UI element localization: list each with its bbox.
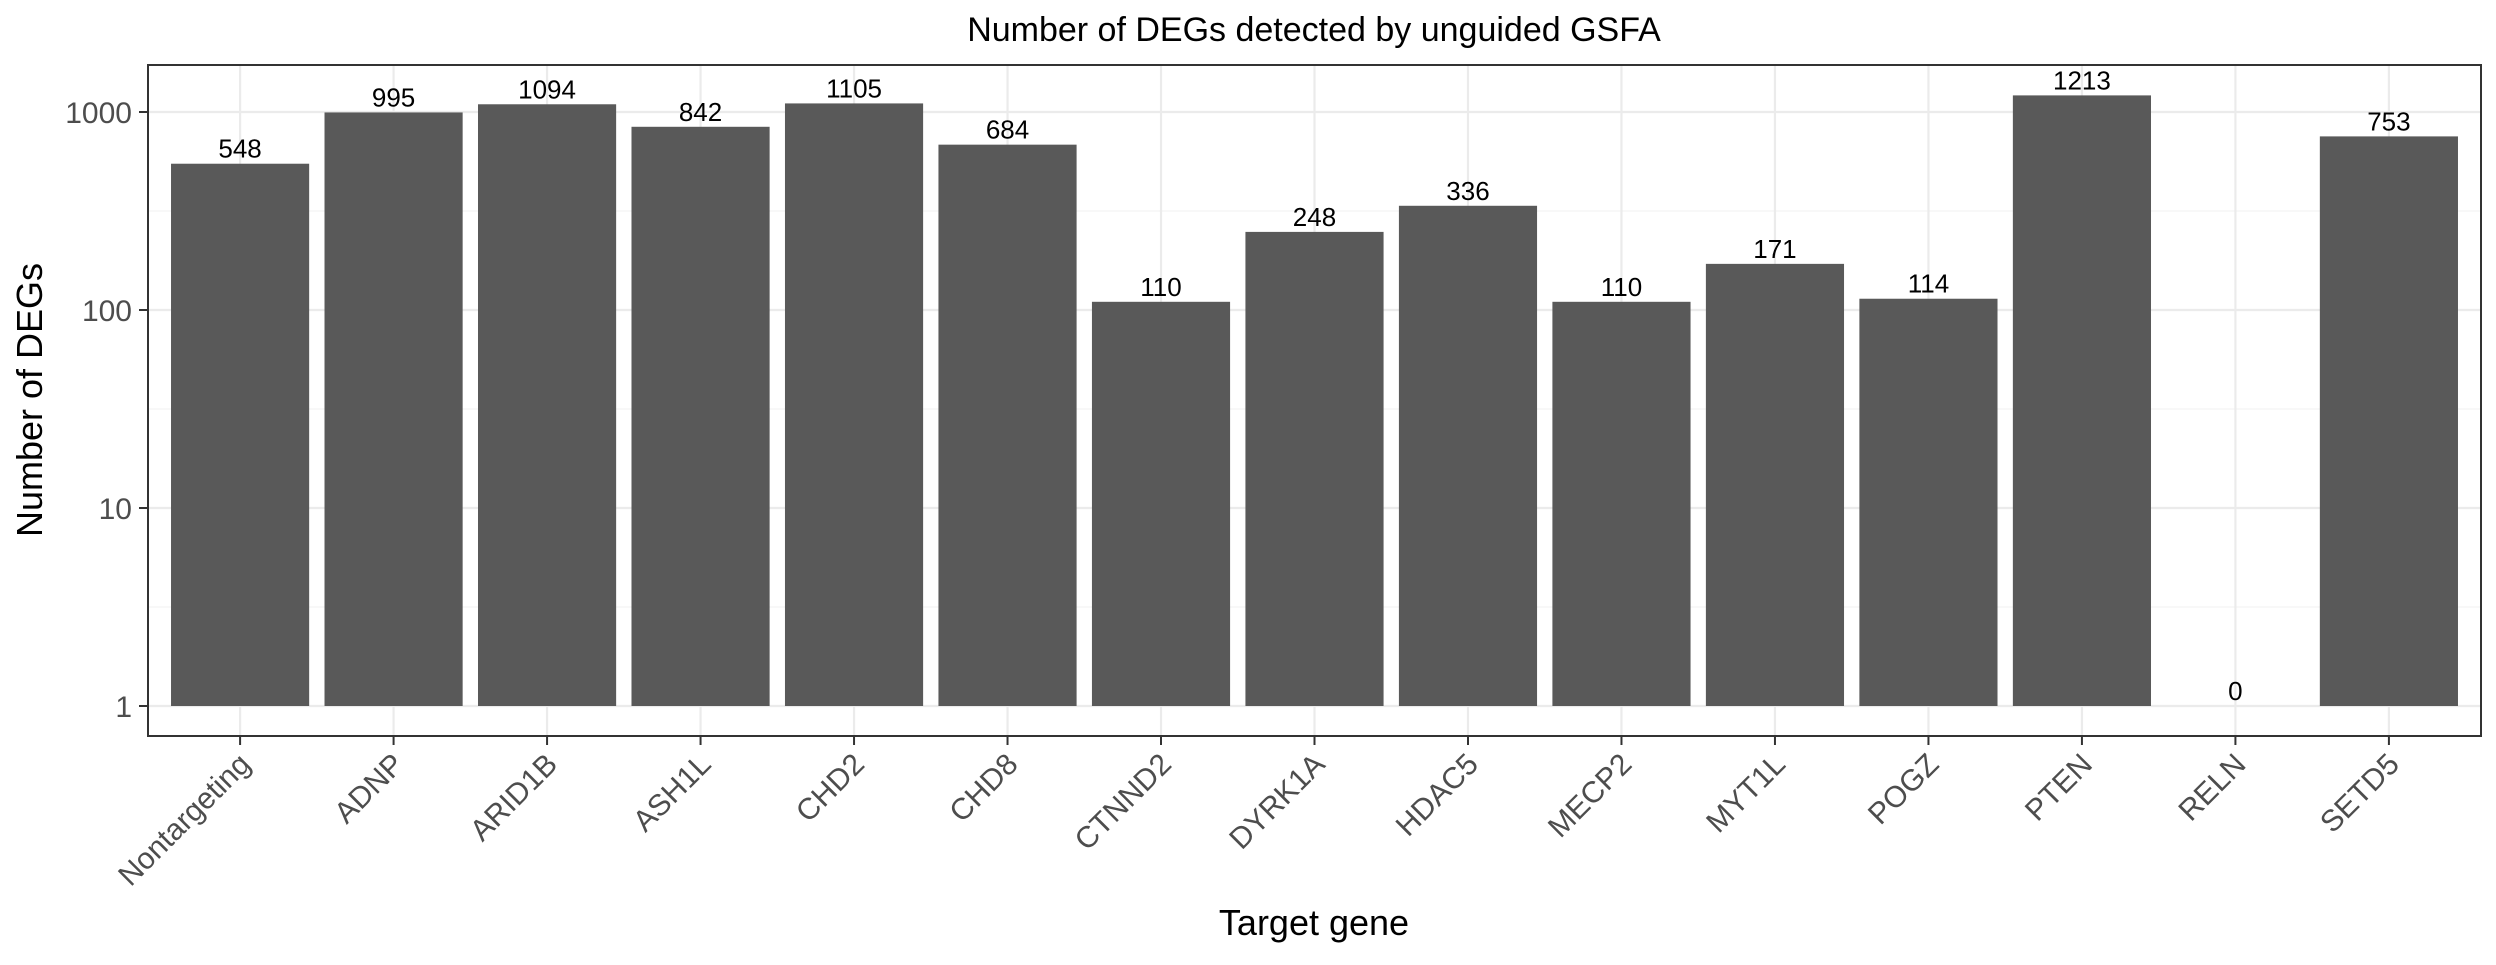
bar-value-labels: 548 995 1094 842 1105 684 110 248 336 110 171 114 12… xyxy=(218,65,2410,706)
bar-value-label: 842 xyxy=(679,97,722,127)
x-tick-label: HDAC5 xyxy=(1390,748,1485,843)
x-tick-label: CTNND2 xyxy=(1069,748,1178,857)
y-tick-label: 100 xyxy=(82,295,132,328)
x-tick-label: DYRK1A xyxy=(1223,748,1331,856)
bar-value-label: 336 xyxy=(1446,176,1489,206)
x-axis-title: Target gene xyxy=(1219,902,1409,943)
bar-dyrk1a xyxy=(1245,231,1384,706)
bar-value-label: 114 xyxy=(1908,269,1949,299)
x-tick-label: PTEN xyxy=(2019,748,2099,828)
bar-value-label: 1105 xyxy=(826,73,882,103)
bar-chd8 xyxy=(938,144,1077,707)
bar-value-label: 248 xyxy=(1293,202,1336,232)
x-tick-label: ADNP xyxy=(328,748,410,830)
x-tick-label: ASH1L xyxy=(627,748,718,839)
bar-hdac5 xyxy=(1398,205,1538,706)
bar-myt1l xyxy=(1705,263,1845,706)
bar-pogz xyxy=(1859,298,1998,706)
chart-title: Number of DEGs detected by unguided GSFA xyxy=(967,11,1661,49)
y-axis: 1 10 100 1000 xyxy=(65,97,148,724)
y-axis-title: Number of DEGs xyxy=(9,263,50,537)
bar-value-label: 995 xyxy=(372,82,415,112)
x-tick-label: Nontargeting xyxy=(112,748,257,893)
bar-value-label: 0 xyxy=(2228,676,2242,706)
x-tick-label: MYT1L xyxy=(1700,748,1792,840)
x-tick-label: RELN xyxy=(2172,748,2252,828)
bar-chd2 xyxy=(784,103,924,707)
bar-adnp xyxy=(324,112,463,706)
bar-value-label: 171 xyxy=(1753,234,1796,264)
bar-arid1b xyxy=(477,104,617,707)
bar-value-label: 110 xyxy=(1601,272,1642,302)
bar-ctnnd2 xyxy=(1091,301,1231,706)
bar-value-label: 1094 xyxy=(518,74,576,104)
bar-nontargeting xyxy=(171,163,310,707)
bar-mecp2 xyxy=(1552,301,1691,706)
x-tick-label: MECP2 xyxy=(1542,748,1638,844)
bar-value-label: 110 xyxy=(1140,272,1181,302)
x-tick-label: CHD8 xyxy=(943,748,1024,829)
bar-value-label: 1213 xyxy=(2053,65,2111,95)
x-axis: Nontargeting ADNP ARID1B ASH1L CHD2 CHD8 CTNND… xyxy=(112,736,2406,892)
bar-value-label: 753 xyxy=(2367,106,2410,136)
x-tick-label: CHD2 xyxy=(790,748,871,829)
bar-pten xyxy=(2012,95,2152,706)
x-tick-label: ARID1B xyxy=(464,748,564,848)
bar-value-label: 548 xyxy=(218,134,261,164)
y-tick-label: 1000 xyxy=(65,97,132,130)
bar-value-label: 684 xyxy=(986,115,1029,145)
bar-setd5 xyxy=(2319,136,2458,706)
x-tick-label: SETD5 xyxy=(2314,748,2406,840)
y-tick-label: 10 xyxy=(99,493,132,526)
y-tick-label: 1 xyxy=(115,691,132,724)
bars xyxy=(171,95,2458,707)
x-tick-label: POGZ xyxy=(1862,748,1945,831)
bar-ash1l xyxy=(631,126,770,706)
